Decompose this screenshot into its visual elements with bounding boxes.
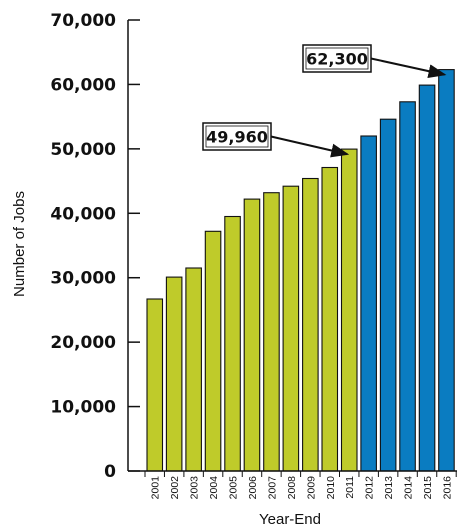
x-axis: 2001 2002 2003 2004 2005 2006 2007 2008 2009 2010…: [128, 470, 457, 500]
bar-2003: [185, 267, 202, 472]
x-tick-label: 2003: [189, 476, 201, 500]
callout-label: 62,300: [306, 50, 368, 69]
x-tick-label: 2011: [344, 476, 356, 499]
x-tick-label: 2010: [325, 476, 337, 500]
callout-box: [302, 44, 372, 73]
bar-2004: [204, 230, 222, 472]
x-tick-label: 2013: [383, 476, 395, 500]
y-tick-label: 0: [104, 462, 116, 482]
y-axis-title: Number of Jobs: [11, 191, 28, 297]
bar-2007: [263, 192, 280, 472]
y-tick-label: 30,000: [50, 269, 116, 289]
bar-2014: [399, 101, 416, 472]
bar-2008: [282, 185, 300, 472]
bar-2006: [243, 198, 261, 472]
bar-2012: [360, 135, 377, 472]
bar-2009: [302, 177, 319, 472]
x-tick-label: 2001: [150, 476, 162, 500]
x-tick-label: 2008: [286, 476, 298, 500]
bar-2005: [224, 215, 241, 472]
x-axis-title: Year-End: [259, 511, 321, 528]
bar-2011: [340, 148, 358, 472]
bar-2016: [438, 69, 455, 472]
bar-2010: [321, 166, 339, 472]
x-tick-label: 2014: [403, 476, 415, 500]
y-tick-label: 60,000: [50, 75, 116, 95]
x-tick-label: 2012: [364, 476, 376, 500]
callout-arrow: [370, 57, 447, 79]
x-tick-label: 2004: [208, 476, 220, 500]
y-tick-label: 50,000: [50, 140, 116, 160]
x-tick-label: 2006: [247, 476, 259, 500]
x-tick-label: 2015: [422, 476, 434, 500]
y-tick-label: 20,000: [50, 333, 116, 353]
bar-2002: [165, 276, 183, 472]
y-tick-label: 10,000: [50, 398, 116, 418]
callout-inner-border: [205, 125, 269, 148]
callout-label: 49,960: [206, 128, 268, 147]
x-tick-label: 2002: [169, 476, 181, 500]
bar-2001: [146, 298, 164, 472]
x-tick-label: 2005: [228, 476, 240, 500]
x-tick-label: 2007: [266, 476, 278, 500]
y-tick-label: 70,000: [50, 11, 116, 31]
y-tick-label: 40,000: [50, 204, 116, 224]
callout-box: [202, 122, 272, 151]
x-tick-label: 2016: [442, 476, 454, 500]
callout-arrow: [270, 135, 350, 158]
callouts-group: 49,960 62,300: [202, 44, 447, 158]
y-axis: 0 10,000 20,000 30,000 40,000 50,000 60,000 70,…: [50, 11, 140, 482]
x-tick-label: 2009: [305, 476, 317, 500]
bars-group: [146, 69, 455, 472]
bar-2013: [379, 118, 397, 472]
bar-2015: [418, 84, 436, 472]
callout-inner-border: [305, 47, 369, 70]
